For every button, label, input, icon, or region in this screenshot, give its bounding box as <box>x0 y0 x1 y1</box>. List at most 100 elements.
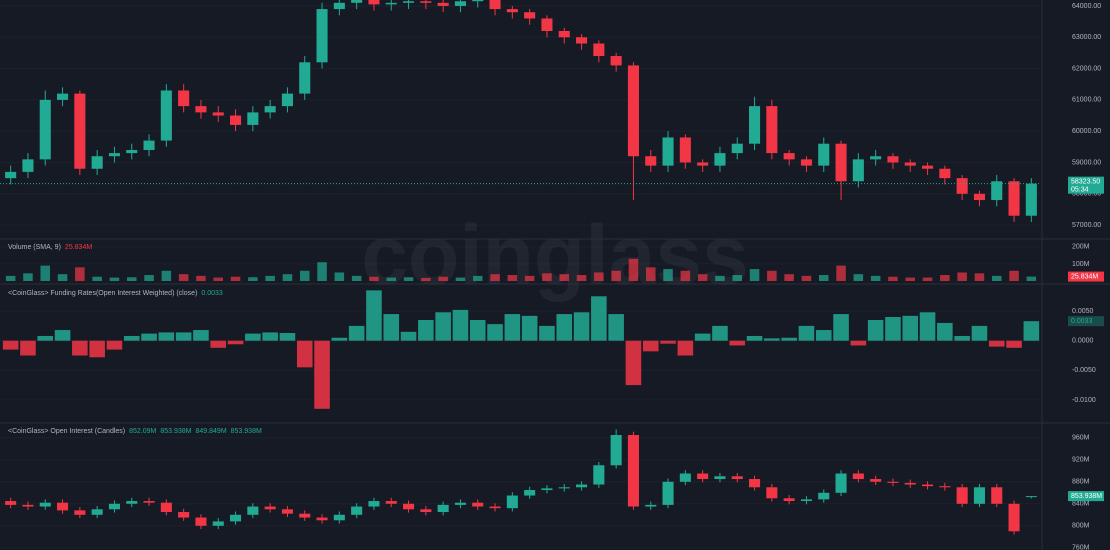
candle-body <box>870 479 882 482</box>
candle-body <box>662 137 674 166</box>
candle-body <box>437 504 449 513</box>
last-value-tag <box>1068 491 1104 502</box>
bar <box>957 272 967 281</box>
candle-body <box>57 502 69 511</box>
y-tick-label: 59000.00 <box>1072 159 1101 166</box>
indicator-title: Volume (SMA, 9) <box>8 244 61 251</box>
bar <box>628 258 639 281</box>
candle-body <box>922 165 934 169</box>
candle-body <box>524 490 536 496</box>
bar <box>193 330 209 341</box>
candle-body <box>714 476 726 480</box>
candle-body <box>922 484 934 487</box>
y-tick-label: 64000.00 <box>1072 3 1101 10</box>
candle-body <box>420 509 432 513</box>
watermark: coinglass <box>361 208 748 302</box>
candle-body <box>160 502 172 513</box>
candle-body <box>904 482 916 485</box>
bar <box>469 319 486 341</box>
candle-body <box>230 115 242 125</box>
y-tick-label: 57000.00 <box>1072 222 1101 229</box>
candle-body <box>870 156 882 160</box>
candle-body <box>852 473 864 480</box>
bar <box>870 275 881 281</box>
bar <box>196 275 206 281</box>
bar <box>23 273 33 281</box>
candle-body <box>126 501 138 504</box>
bar <box>974 273 985 281</box>
bar <box>490 274 500 281</box>
candle-body <box>991 487 1003 504</box>
candle-body <box>212 112 224 116</box>
candle-body <box>454 1 466 6</box>
y-tick-label: 58000.00 <box>1072 191 1101 198</box>
candle-body <box>472 502 484 507</box>
candle-body <box>5 171 17 179</box>
bar <box>72 340 88 356</box>
candle-body <box>403 1 415 3</box>
candle-body <box>143 140 155 150</box>
bar <box>2 340 19 350</box>
y-tick-label: 200M <box>1072 244 1090 251</box>
candle-body <box>991 181 1003 201</box>
bar <box>680 270 691 281</box>
last-value-label: 25.834M <box>1071 273 1098 280</box>
candle-body <box>800 159 812 166</box>
bar <box>642 340 659 352</box>
legend-value: 853.938M <box>231 428 262 435</box>
candle-body <box>351 506 363 515</box>
candle-body <box>91 156 103 169</box>
candle-body <box>887 481 899 483</box>
bar <box>452 309 469 341</box>
bar <box>625 340 642 386</box>
bar <box>1026 276 1037 281</box>
bar <box>539 325 555 341</box>
candle-body <box>126 149 138 154</box>
bar <box>403 277 414 281</box>
bar <box>991 275 1002 281</box>
bar <box>608 314 624 341</box>
bar <box>109 277 120 281</box>
candle-body <box>593 43 605 57</box>
bar <box>386 277 397 281</box>
candle-body <box>679 473 691 482</box>
bar <box>161 270 172 281</box>
bar <box>888 276 898 281</box>
bar <box>767 270 777 281</box>
bar <box>106 340 123 350</box>
candle-body <box>368 0 380 5</box>
bar <box>732 275 743 281</box>
y-tick-label: 100M <box>1072 261 1090 268</box>
last-value-tag <box>1068 316 1104 327</box>
bar <box>213 277 224 281</box>
legend-value: 853.938M <box>160 428 191 435</box>
bar <box>801 275 812 281</box>
bar <box>279 333 296 341</box>
bar <box>245 333 261 341</box>
bar <box>660 340 676 344</box>
candle-body <box>74 93 86 169</box>
candle-body <box>749 106 761 144</box>
bar <box>591 296 607 341</box>
y-tick-label: 62000.00 <box>1072 65 1101 72</box>
y-tick-label: 0.0050 <box>1072 308 1094 315</box>
y-tick-label: 840M <box>1072 501 1090 508</box>
bar <box>940 275 950 281</box>
bar <box>712 325 728 341</box>
candle-body <box>143 501 155 503</box>
bar <box>971 325 988 341</box>
candle-body <box>904 162 916 166</box>
candle-body <box>1008 503 1020 532</box>
candle-body <box>333 514 345 521</box>
bar <box>902 315 919 341</box>
candle-body <box>766 487 778 499</box>
candle-body <box>264 106 276 113</box>
bar <box>262 332 278 341</box>
candle-body <box>108 153 120 157</box>
bar <box>919 312 936 341</box>
candle-body <box>22 159 34 172</box>
candle-body <box>783 498 795 502</box>
y-tick-label: 920M <box>1072 457 1090 464</box>
y-tick-label: 800M <box>1072 523 1090 530</box>
